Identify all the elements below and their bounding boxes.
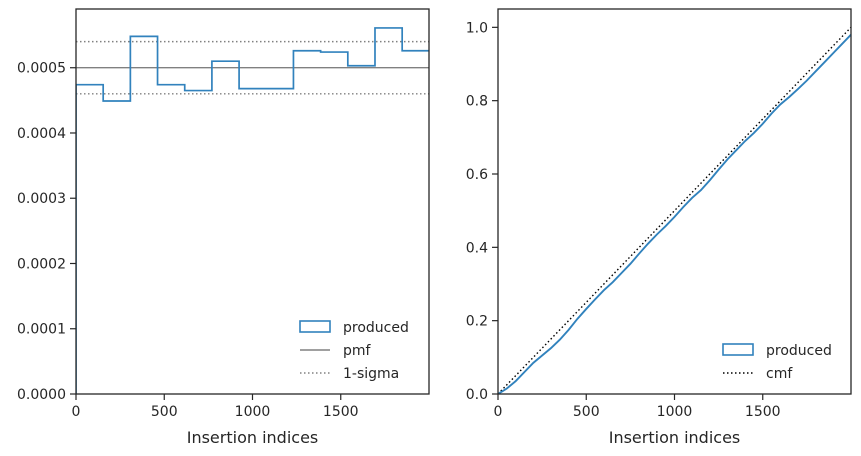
right-chart-panel: 0 500 1000 1500 0.0 0.2 0.4 0.6 0.8 1.0 Insertion …: [466, 8, 852, 447]
y-tick-label: 0.0005: [17, 61, 66, 77]
legend-swatch-produced: [722, 343, 754, 356]
y-tick-label: 1.0: [466, 20, 488, 36]
plot-frame: [497, 8, 852, 395]
y-tick-label: 0.0004: [17, 126, 66, 142]
left-legend: produced pmf 1-sigma: [299, 320, 409, 382]
y-tick-label: 0.0002: [17, 256, 66, 272]
right-legend: produced cmf: [722, 343, 832, 382]
x-tick-label: 1000: [657, 404, 693, 420]
y-tick-label: 0.4: [466, 240, 488, 256]
legend-label-produced: produced: [343, 320, 409, 336]
y-tick-label: 0.8: [466, 94, 488, 110]
right-plot-area: [498, 26, 851, 394]
x-axis-label: Insertion indices: [609, 428, 741, 447]
produced-line: [498, 34, 851, 394]
legend-swatch-produced: [299, 320, 331, 333]
x-tick-label: 0: [494, 404, 503, 420]
x-tick-label: 1500: [745, 404, 781, 420]
legend-label-cmf: cmf: [766, 366, 793, 382]
y-tick-label: 0.6: [466, 167, 488, 183]
y-tick-label: 0.0: [466, 387, 488, 403]
legend-label-pmf: pmf: [343, 343, 372, 359]
x-tick-label: 500: [573, 404, 600, 420]
y-tick-label: 0.0001: [17, 322, 66, 338]
left-plot-area: [76, 27, 429, 394]
left-chart-panel: 0 500 1000 1500 0.0000 0.0001 0.0002 0.0003 0.00…: [17, 8, 430, 447]
legend-label-produced: produced: [766, 343, 832, 359]
y-tick-label: 0.0003: [17, 191, 66, 207]
x-tick-label: 1500: [323, 404, 359, 420]
x-axis-label: Insertion indices: [187, 428, 319, 447]
legend-label-1-sigma: 1-sigma: [343, 366, 399, 382]
plot-frame: [75, 8, 430, 395]
produced-step-line: [76, 27, 429, 394]
cmf-line: [498, 26, 851, 394]
x-tick-label: 1000: [235, 404, 271, 420]
x-tick-label: 0: [72, 404, 81, 420]
y-tick-label: 0.2: [466, 314, 488, 330]
x-tick-label: 500: [151, 404, 178, 420]
y-tick-label: 0.0000: [17, 387, 66, 403]
